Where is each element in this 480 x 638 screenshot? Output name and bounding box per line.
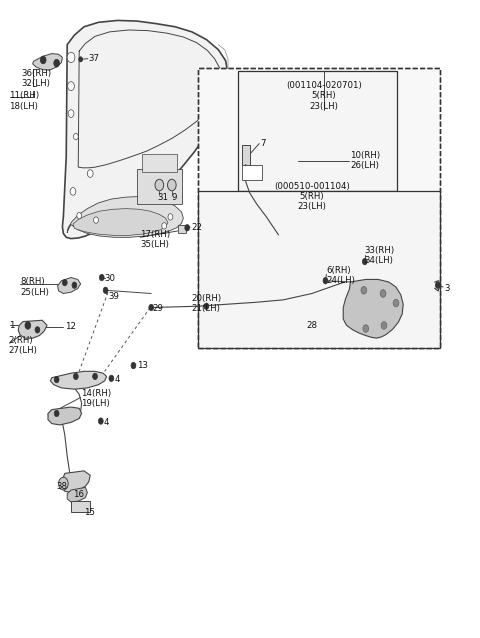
Text: 20(RH)
21(LH): 20(RH) 21(LH) (191, 294, 221, 313)
Text: 11(RH)
18(LH): 11(RH) 18(LH) (9, 91, 39, 110)
Circle shape (393, 299, 399, 307)
Circle shape (35, 327, 40, 333)
Text: 10(RH)
26(LH): 10(RH) 26(LH) (350, 151, 381, 170)
Circle shape (40, 56, 46, 64)
Bar (238, 71, 397, 191)
Polygon shape (67, 487, 87, 502)
Circle shape (168, 214, 173, 220)
Bar (242, 165, 262, 180)
Text: 1: 1 (9, 321, 14, 330)
Circle shape (94, 217, 98, 223)
Circle shape (162, 223, 167, 229)
Polygon shape (58, 278, 81, 293)
Polygon shape (67, 197, 183, 237)
Text: 9: 9 (172, 193, 177, 202)
Circle shape (98, 418, 103, 424)
Circle shape (54, 410, 59, 417)
Text: 2(RH)
27(LH): 2(RH) 27(LH) (9, 336, 37, 355)
Circle shape (380, 290, 386, 297)
Text: 8(RH)
25(LH): 8(RH) 25(LH) (20, 278, 49, 297)
Circle shape (149, 304, 154, 311)
Text: 12: 12 (65, 322, 76, 331)
Text: 29: 29 (153, 304, 164, 313)
Circle shape (103, 287, 108, 293)
Text: 14(RH)
19(LH): 14(RH) 19(LH) (81, 389, 111, 408)
Text: 13: 13 (137, 361, 148, 370)
Text: 16: 16 (73, 490, 84, 499)
Text: 37: 37 (89, 54, 100, 63)
Text: 28: 28 (306, 321, 317, 330)
Bar (242, 145, 250, 165)
Circle shape (204, 303, 209, 309)
Circle shape (62, 279, 67, 286)
Bar (71, 501, 90, 512)
Text: (000510-001104)
5(RH)
23(LH): (000510-001104) 5(RH) 23(LH) (274, 182, 350, 211)
Polygon shape (73, 209, 168, 235)
Circle shape (59, 477, 68, 490)
Circle shape (72, 282, 77, 288)
Bar (137, 169, 182, 204)
Polygon shape (48, 407, 82, 425)
Bar (198, 68, 440, 348)
Circle shape (155, 179, 164, 191)
Circle shape (109, 375, 114, 382)
Bar (142, 154, 177, 172)
Circle shape (323, 278, 328, 284)
Polygon shape (62, 20, 228, 239)
Bar (178, 225, 186, 233)
Circle shape (67, 52, 75, 63)
Text: (001104-020701)
5(RH)
23(LH): (001104-020701) 5(RH) 23(LH) (286, 81, 362, 110)
Text: 6(RH)
24(LH): 6(RH) 24(LH) (326, 266, 355, 285)
Circle shape (131, 362, 136, 369)
Text: 33(RH)
34(LH): 33(RH) 34(LH) (365, 246, 395, 265)
Text: 31: 31 (157, 193, 168, 202)
Circle shape (99, 274, 104, 281)
Circle shape (363, 325, 369, 332)
Circle shape (54, 59, 60, 67)
Circle shape (435, 282, 440, 288)
Polygon shape (343, 279, 403, 338)
Circle shape (87, 170, 93, 177)
Text: 4: 4 (103, 419, 108, 427)
Circle shape (54, 376, 59, 383)
Bar (198, 191, 440, 348)
Text: 38: 38 (57, 482, 68, 491)
Text: 39: 39 (108, 292, 119, 300)
Circle shape (362, 258, 367, 265)
Text: 3: 3 (444, 284, 449, 293)
Circle shape (25, 322, 31, 329)
Circle shape (77, 212, 82, 219)
Polygon shape (18, 320, 47, 338)
Circle shape (79, 57, 83, 62)
Circle shape (68, 82, 74, 91)
Circle shape (381, 322, 387, 329)
Circle shape (73, 373, 78, 380)
Circle shape (168, 179, 176, 191)
Text: 22: 22 (191, 223, 202, 232)
Bar (198, 68, 440, 348)
Circle shape (68, 110, 74, 117)
Text: 30: 30 (105, 274, 116, 283)
Text: 36(RH)
32(LH): 36(RH) 32(LH) (22, 69, 52, 88)
Circle shape (93, 373, 97, 380)
Text: 7: 7 (260, 139, 265, 148)
Polygon shape (50, 371, 107, 389)
Circle shape (185, 225, 190, 231)
Circle shape (361, 286, 367, 294)
Text: 15: 15 (84, 508, 95, 517)
Polygon shape (61, 471, 90, 493)
Text: 17(RH)
35(LH): 17(RH) 35(LH) (140, 230, 170, 249)
Circle shape (70, 188, 76, 195)
Circle shape (73, 133, 78, 140)
Polygon shape (33, 54, 62, 70)
Text: 4: 4 (114, 375, 120, 384)
